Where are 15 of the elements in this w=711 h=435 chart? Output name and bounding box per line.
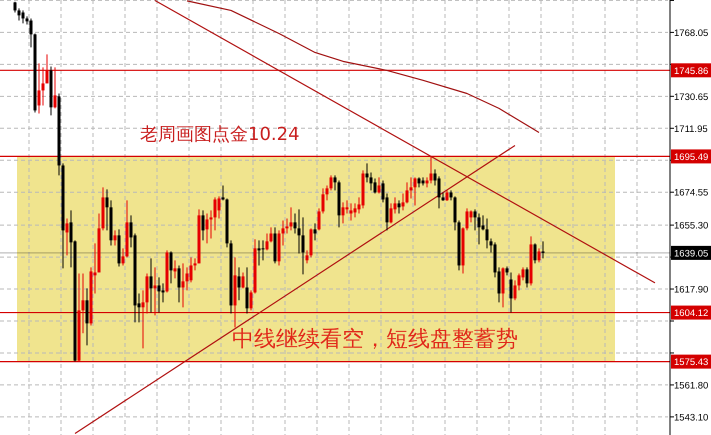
ref-line-label: 1745.86	[674, 66, 708, 77]
annotation: 中线继续看空，短线盘整蓄势	[232, 327, 518, 352]
y-tick-label: 1730.65	[674, 92, 708, 103]
y-tick-label: 1561.80	[674, 380, 708, 392]
y-tick-label: 1543.10	[674, 412, 708, 424]
ref-line-label: 1695.49	[674, 152, 708, 163]
y-tick-label: 1617.90	[674, 284, 708, 296]
y-tick-label: 1711.95	[674, 124, 708, 135]
ref-line-label: 1604.12	[674, 308, 708, 320]
ref-line-label: 1575.43	[674, 357, 708, 368]
ref-line-label: 1639.05	[674, 248, 708, 260]
y-tick-label: 1674.55	[674, 188, 708, 199]
y-tick-label: 1655.30	[674, 220, 708, 232]
annotation: 老周画图点金10.24	[140, 124, 300, 145]
y-tick-label: 1768.05	[674, 28, 708, 39]
